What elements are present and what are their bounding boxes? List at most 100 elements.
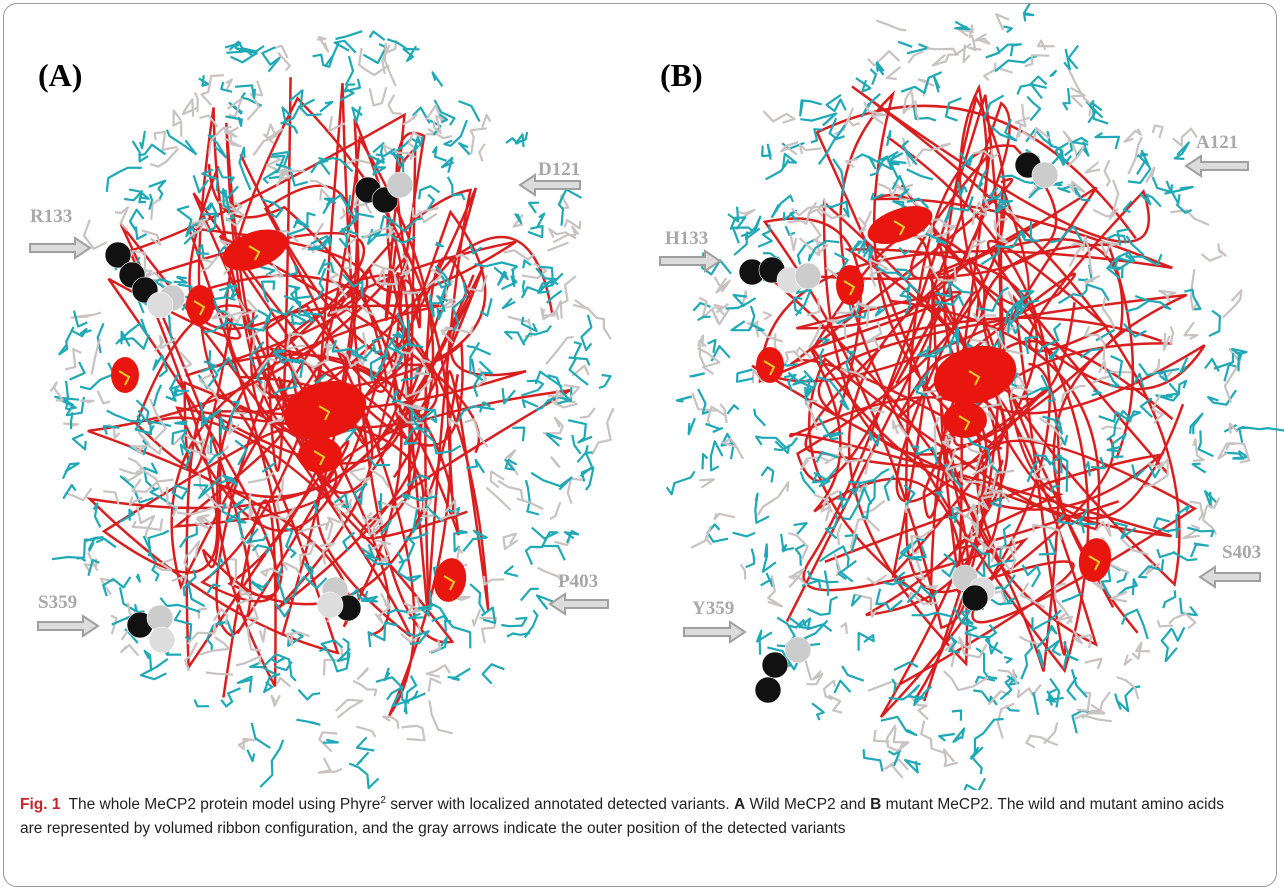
side-chain xyxy=(174,277,187,283)
side-chain xyxy=(482,115,490,128)
side-chain xyxy=(357,752,368,764)
side-chain xyxy=(998,704,1015,739)
side-chain xyxy=(155,132,178,150)
side-chain xyxy=(727,405,738,414)
protein-model-b xyxy=(667,4,1284,790)
side-chain xyxy=(473,609,481,625)
side-chain xyxy=(754,409,765,426)
side-chain xyxy=(1122,610,1148,639)
side-chain xyxy=(699,479,714,487)
variant-label: P403 xyxy=(558,571,598,592)
side-chain xyxy=(1117,677,1139,699)
side-chain xyxy=(247,750,254,761)
side-chain xyxy=(459,143,470,154)
side-chain xyxy=(92,339,101,375)
side-chain xyxy=(746,549,755,567)
side-chain xyxy=(230,42,265,52)
side-chain xyxy=(272,695,280,705)
side-chain xyxy=(842,666,864,681)
side-chain xyxy=(945,196,973,221)
side-chain xyxy=(572,435,580,454)
side-chain xyxy=(459,101,480,121)
side-chain xyxy=(1024,4,1033,22)
panel-label: (A) xyxy=(38,57,82,93)
caption-text: Wild MeCP2 and xyxy=(745,796,870,813)
side-chain xyxy=(188,582,205,607)
side-chain xyxy=(523,400,538,408)
side-chain xyxy=(763,544,776,572)
side-chain xyxy=(373,337,383,353)
side-chain xyxy=(174,111,182,137)
side-chain xyxy=(281,107,322,124)
side-chain xyxy=(1223,290,1242,317)
side-chain xyxy=(1000,44,1021,56)
side-chain xyxy=(383,717,398,729)
side-chain xyxy=(852,595,861,606)
caption-text: server with localized annotated detected… xyxy=(386,796,734,813)
side-chain xyxy=(529,203,539,213)
side-chain xyxy=(800,145,821,154)
atom-sphere xyxy=(387,172,413,198)
side-chain xyxy=(357,737,374,750)
side-chain xyxy=(356,727,375,738)
side-chain xyxy=(1187,528,1213,537)
side-chain xyxy=(137,506,154,538)
side-chain xyxy=(1038,41,1055,50)
side-chain xyxy=(935,417,939,457)
side-chain xyxy=(1063,88,1069,110)
side-chain xyxy=(561,276,576,303)
side-chain xyxy=(194,175,209,192)
side-chain xyxy=(456,254,469,259)
side-chain xyxy=(546,337,573,364)
side-chain xyxy=(574,342,589,365)
side-chain xyxy=(568,479,583,504)
arrow xyxy=(30,238,90,258)
side-chain xyxy=(763,312,771,320)
side-chain xyxy=(708,340,716,353)
side-chain xyxy=(402,726,425,741)
side-chain xyxy=(1022,128,1049,140)
side-chain xyxy=(120,587,145,612)
side-chain xyxy=(741,564,746,579)
side-chain xyxy=(74,311,87,327)
side-chain xyxy=(370,32,385,41)
side-chain xyxy=(854,154,875,168)
side-chain xyxy=(800,114,836,126)
side-chain xyxy=(195,700,210,707)
side-chain xyxy=(1117,571,1127,582)
side-chain xyxy=(526,547,543,565)
side-chain xyxy=(1239,428,1247,443)
side-chain xyxy=(336,700,363,718)
side-chain xyxy=(80,363,114,390)
side-chain xyxy=(887,67,900,79)
side-chain xyxy=(689,418,695,434)
side-chain xyxy=(791,234,797,250)
atom-sphere xyxy=(755,677,781,703)
side-chain xyxy=(516,132,527,147)
caption-text: The whole MeCP2 protein model using Phyr… xyxy=(68,796,380,813)
side-chain xyxy=(200,259,211,262)
side-chain xyxy=(870,69,876,85)
side-chain xyxy=(1209,311,1220,336)
side-chain xyxy=(998,68,1013,73)
side-chain xyxy=(952,711,961,721)
side-chain xyxy=(876,21,906,31)
side-chain xyxy=(526,480,539,514)
side-chain xyxy=(52,557,86,561)
side-chain xyxy=(667,471,695,494)
side-chain xyxy=(381,501,429,509)
side-chain xyxy=(953,729,964,742)
side-chain xyxy=(523,326,551,344)
figure-caption: Fig. 1The whole MeCP2 protein model usin… xyxy=(20,793,1250,841)
side-chain xyxy=(728,207,738,222)
variant-label: S359 xyxy=(38,592,77,613)
side-chain xyxy=(1086,162,1100,172)
side-chain xyxy=(523,280,524,295)
side-chain xyxy=(581,315,591,350)
side-chain xyxy=(63,463,79,478)
side-chain xyxy=(715,513,735,519)
side-chain xyxy=(508,317,529,322)
side-chain xyxy=(206,673,233,675)
side-chain xyxy=(733,533,756,537)
side-chain xyxy=(580,408,595,418)
